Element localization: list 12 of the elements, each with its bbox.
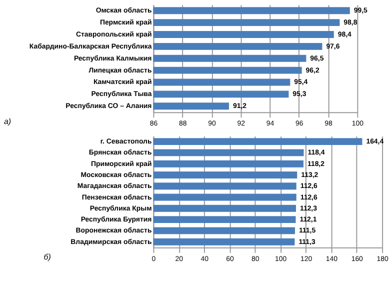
bar (153, 216, 296, 224)
bar (153, 238, 295, 246)
bar (153, 149, 304, 156)
bar (153, 182, 296, 190)
text: б) (44, 252, 52, 262)
bar (153, 204, 296, 212)
bar (153, 227, 295, 234)
bar (153, 138, 362, 146)
bar (153, 194, 296, 201)
bar (153, 160, 304, 168)
text: а) (4, 117, 12, 126)
bar (153, 172, 298, 178)
